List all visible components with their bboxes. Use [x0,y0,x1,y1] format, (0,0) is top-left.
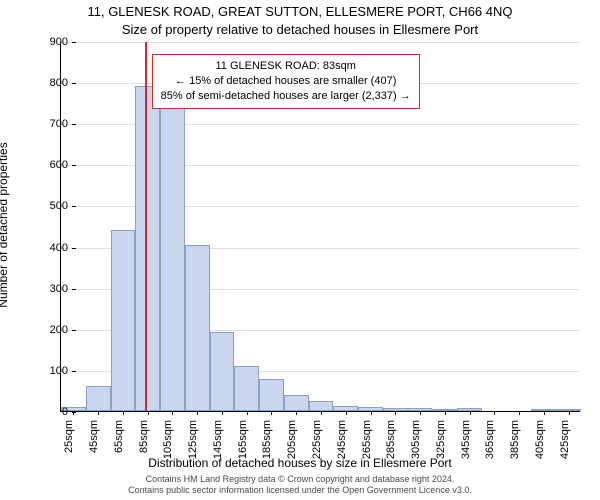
x-tick [148,411,149,415]
x-tick-label: 205sqm [286,420,298,459]
gridline [61,42,580,43]
x-tick [371,411,372,415]
x-tick-label: 25sqm [63,420,75,453]
info-box-line: 85% of semi-detached houses are larger (… [161,89,411,104]
x-tick-label: 45sqm [88,420,100,453]
x-tick-label: 285sqm [385,420,397,459]
y-tick-label: 700 [50,118,68,130]
x-tick [98,411,99,415]
y-tick [72,165,76,166]
y-tick [72,206,76,207]
info-box-line: 11 GLENESK ROAD: 83sqm [161,59,411,74]
histogram-bar [111,230,136,411]
histogram-bar [160,103,185,411]
y-tick [72,412,76,413]
x-tick [197,411,198,415]
plot-area: 11 GLENESK ROAD: 83sqm← 15% of detached … [60,42,580,412]
y-tick [72,289,76,290]
y-axis-label: Number of detached properties [0,142,10,307]
x-tick [123,411,124,415]
chart-supertitle: 11, GLENESK ROAD, GREAT SUTTON, ELLESMER… [0,4,600,19]
x-tick [172,411,173,415]
y-tick-label: 600 [50,159,68,171]
x-tick-label: 185sqm [261,420,273,459]
footer-line-1: Contains HM Land Registry data © Crown c… [0,474,600,485]
x-tick-label: 165sqm [237,420,249,459]
x-tick [247,411,248,415]
histogram-bar [259,379,284,411]
y-tick [72,42,76,43]
x-tick-label: 225sqm [311,420,323,459]
histogram-bar [135,86,160,411]
y-tick-label: 0 [62,406,68,418]
attribution-footer: Contains HM Land Registry data © Crown c… [0,474,600,497]
x-tick [569,411,570,415]
x-tick-label: 405sqm [534,420,546,459]
y-tick-label: 800 [50,77,68,89]
footer-line-2: Contains public sector information licen… [0,485,600,496]
x-tick [420,411,421,415]
y-tick [72,371,76,372]
x-tick-label: 85sqm [138,420,150,453]
info-box-line: ← 15% of detached houses are smaller (40… [161,74,411,89]
x-tick [395,411,396,415]
x-tick-label: 305sqm [410,420,422,459]
x-tick-label: 65sqm [113,420,125,453]
y-tick-label: 400 [50,242,68,254]
x-tick [271,411,272,415]
y-tick [72,124,76,125]
property-marker-line [145,42,147,411]
y-tick-label: 300 [50,283,68,295]
x-tick-label: 265sqm [361,420,373,459]
property-info-box: 11 GLENESK ROAD: 83sqm← 15% of detached … [152,54,420,109]
x-tick [346,411,347,415]
y-tick-label: 200 [50,324,68,336]
y-tick [72,248,76,249]
chart-title: Size of property relative to detached ho… [0,22,600,37]
histogram-bar [86,386,111,411]
y-tick [72,330,76,331]
x-tick-label: 145sqm [212,420,224,459]
y-tick-label: 100 [50,365,68,377]
x-tick [222,411,223,415]
x-tick-label: 125sqm [187,420,199,459]
y-tick-label: 500 [50,200,68,212]
histogram-bar [210,332,235,411]
x-tick [321,411,322,415]
x-tick [519,411,520,415]
x-tick-label: 345sqm [460,420,472,459]
histogram-bar [234,366,259,411]
x-tick [544,411,545,415]
y-tick-label: 900 [50,36,68,48]
x-tick-label: 425sqm [559,420,571,459]
x-tick-label: 385sqm [509,420,521,459]
y-tick [72,83,76,84]
x-tick [494,411,495,415]
histogram-bar [309,401,334,411]
x-tick-label: 245sqm [336,420,348,459]
histogram-bar [284,395,309,411]
x-tick [445,411,446,415]
histogram-bar [185,245,210,412]
x-tick-label: 325sqm [435,420,447,459]
x-tick-label: 365sqm [484,420,496,459]
x-tick [296,411,297,415]
x-tick [470,411,471,415]
x-tick-label: 105sqm [162,420,174,459]
